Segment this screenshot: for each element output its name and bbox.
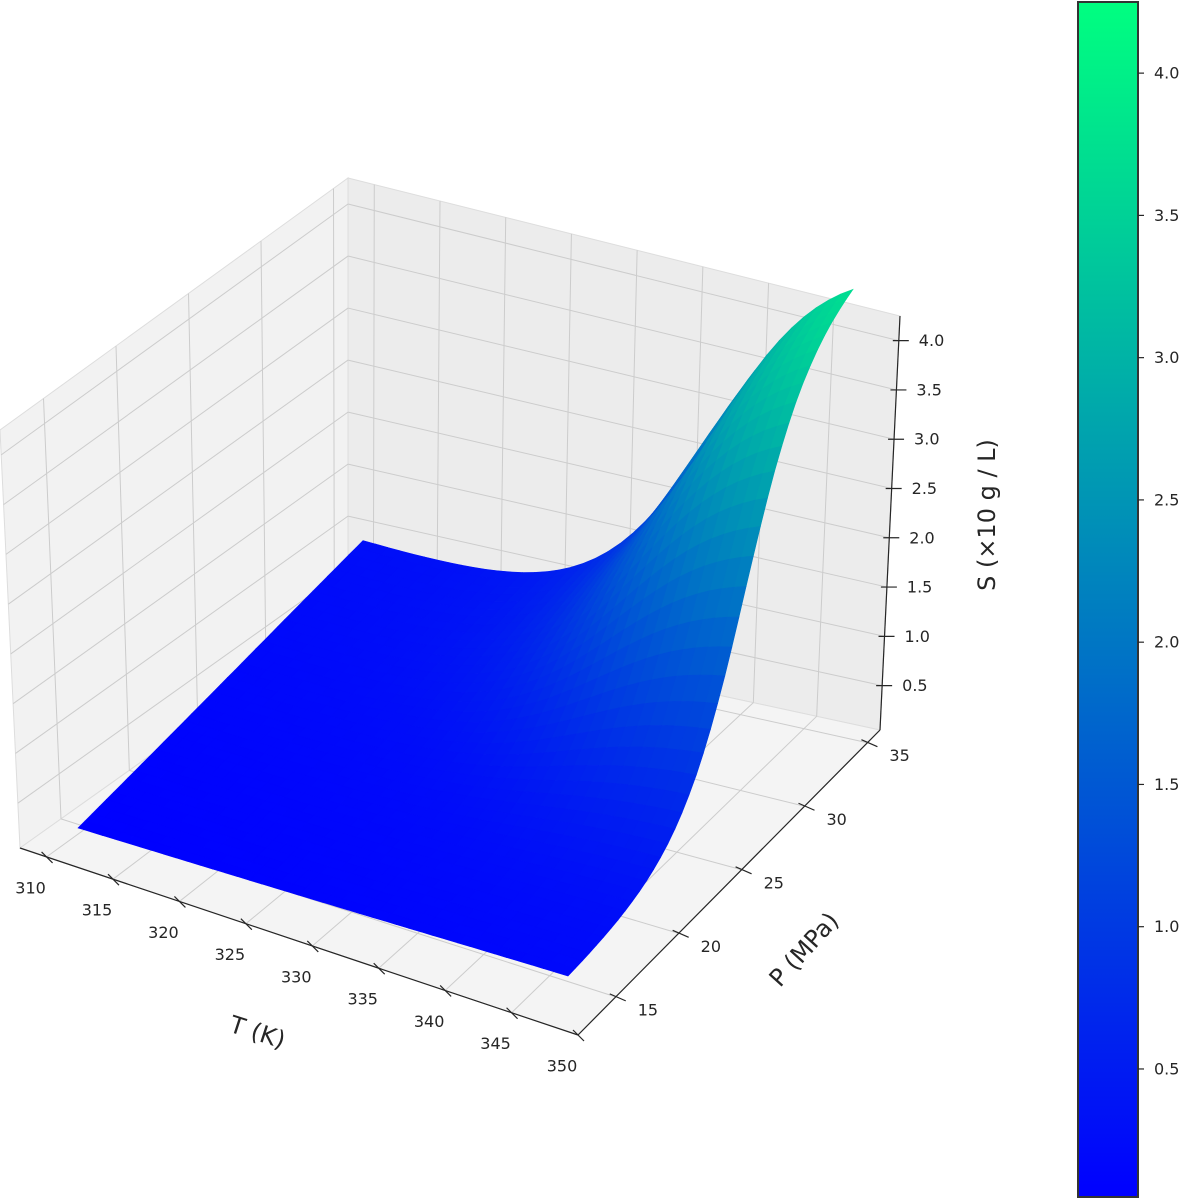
z-tick-label: 1.5 bbox=[907, 578, 932, 597]
x-tick-label: 350 bbox=[547, 1057, 578, 1076]
grid-line bbox=[115, 345, 130, 771]
z-tick-label: 1.0 bbox=[905, 627, 930, 646]
x-tick-label: 345 bbox=[480, 1034, 511, 1053]
z-tick-label: 3.5 bbox=[916, 380, 941, 399]
grid-line bbox=[17, 567, 349, 804]
grid-line bbox=[43, 398, 62, 819]
colorbar-tick-label: 3.5 bbox=[1154, 206, 1179, 225]
z-tick-label: 4.0 bbox=[919, 331, 944, 350]
x-tick-label: 320 bbox=[148, 923, 179, 942]
grid-line bbox=[347, 359, 892, 489]
y-tick-mark bbox=[861, 739, 878, 748]
surface-mesh bbox=[77, 288, 854, 977]
grid-line bbox=[15, 515, 349, 754]
y-tick-label: 15 bbox=[638, 1000, 658, 1019]
grid-line bbox=[333, 188, 335, 625]
z-tick-label: 2.0 bbox=[909, 528, 934, 547]
x-tick-mark bbox=[572, 1029, 585, 1042]
colorbar-tick-label: 2.0 bbox=[1154, 633, 1179, 652]
grid-line bbox=[12, 463, 349, 705]
colorbar-gradient bbox=[1077, 1, 1139, 1198]
x-tick-label: 330 bbox=[281, 967, 312, 986]
x-tick-label: 340 bbox=[414, 1012, 445, 1031]
colorbar-tick-label: 0.5 bbox=[1154, 1059, 1179, 1078]
y-tick-label: 30 bbox=[827, 810, 847, 829]
grid-line bbox=[347, 411, 890, 539]
y-tick-mark bbox=[735, 866, 752, 875]
colorbar-tick-label: 1.0 bbox=[1154, 917, 1179, 936]
colorbar-tick-label: 4.0 bbox=[1154, 64, 1179, 83]
colorbar-tick-label: 2.5 bbox=[1154, 490, 1179, 509]
grid-line bbox=[816, 299, 835, 717]
x-tick-mark bbox=[306, 940, 319, 953]
y-axis-line bbox=[577, 729, 881, 1036]
y-axis-label: P (MPa) bbox=[764, 907, 845, 992]
axes: 310 315 320 325 330 335 340 345 350 15 20 25 30 35 0.5… bbox=[15, 315, 944, 1076]
z-tick-label: 0.5 bbox=[902, 676, 927, 695]
z-axis-line bbox=[879, 315, 901, 731]
colorbar-tick-label: 3.0 bbox=[1154, 348, 1179, 367]
x-tick-mark bbox=[439, 985, 452, 997]
y-tick-mark bbox=[609, 993, 626, 1002]
y-tick-label: 25 bbox=[764, 873, 784, 892]
x-tick-mark bbox=[240, 918, 253, 931]
y-tick-label: 35 bbox=[889, 746, 909, 765]
grid-line bbox=[3, 255, 349, 506]
x-tick-mark bbox=[506, 1007, 518, 1020]
x-axis-label: T (K) bbox=[225, 1010, 289, 1054]
colorbar: 0.5 1.0 1.5 2.0 2.5 3.0 3.5 4.0 bbox=[1077, 1, 1179, 1198]
grid-line bbox=[8, 359, 349, 605]
y-tick-mark bbox=[798, 802, 815, 811]
colorbar-ticks: 0.5 1.0 1.5 2.0 2.5 3.0 3.5 4.0 bbox=[1138, 64, 1179, 1078]
grid-line bbox=[188, 293, 199, 722]
z-tick-label: 3.0 bbox=[914, 430, 939, 449]
x-tick-mark bbox=[373, 962, 386, 975]
grid-line bbox=[347, 307, 895, 440]
x-tick-mark bbox=[41, 851, 53, 864]
grid-line bbox=[260, 240, 267, 674]
grid-line bbox=[347, 463, 888, 588]
grid-line bbox=[5, 307, 349, 555]
x-tick-label: 325 bbox=[215, 945, 246, 964]
x-tick-label: 335 bbox=[347, 990, 378, 1009]
x-tick-label: 315 bbox=[82, 901, 113, 920]
colorbar-tick-label: 1.5 bbox=[1154, 775, 1179, 794]
z-axis-label: S (×10 g / L) bbox=[973, 439, 1001, 591]
x-tick-label: 310 bbox=[15, 878, 46, 897]
y-tick-mark bbox=[672, 929, 689, 938]
x-tick-mark bbox=[174, 896, 186, 908]
grid-line bbox=[0, 203, 349, 456]
y-tick-label: 20 bbox=[701, 937, 721, 956]
grid-line bbox=[10, 411, 349, 655]
x-tick-mark bbox=[107, 873, 120, 886]
surface-cell bbox=[77, 820, 98, 833]
z-tick-label: 2.5 bbox=[912, 479, 937, 498]
